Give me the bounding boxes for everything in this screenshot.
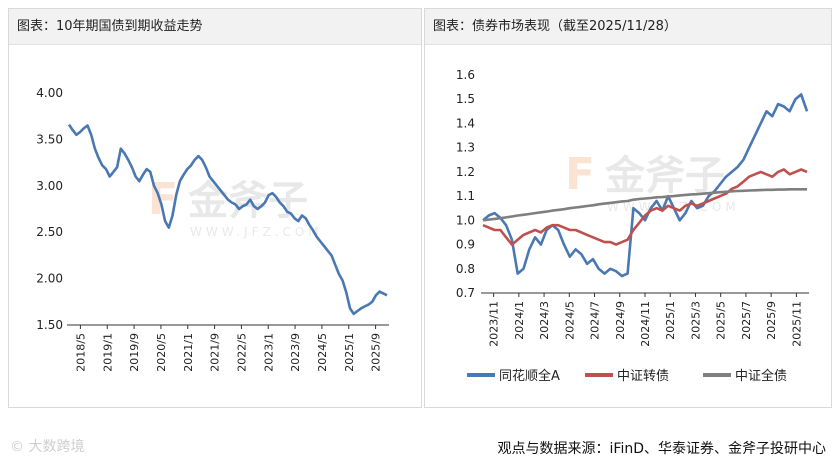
y-tick-label: 1.6 — [456, 68, 475, 82]
y-tick-label: 4.00 — [36, 86, 63, 100]
watermark-brand: 金斧子 — [604, 153, 725, 199]
x-tick-label: 2020/5 — [155, 333, 168, 372]
x-tick-label: 2024/9 — [614, 301, 627, 340]
series-line-1 — [482, 168, 808, 246]
x-tick-label: 2023/11 — [488, 301, 501, 347]
x-tick-label: 2024/3 — [538, 301, 551, 340]
x-tick-label: 2025/9 — [370, 333, 383, 372]
y-tick-label: 3.00 — [36, 179, 63, 193]
x-tick-label: 2024/7 — [589, 301, 602, 340]
y-tick-label: 1.2 — [456, 165, 475, 179]
legend-item: 中证转债 — [585, 369, 669, 384]
y-tick-label: 1.1 — [456, 189, 475, 203]
legend-label: 中证全债 — [735, 368, 787, 384]
x-tick-label: 2023/1 — [262, 333, 275, 372]
chart-panel-yield: 图表：10年期国债到期收益走势 F 金斧子 WWW.JFZ.COM 4.00 3.50 3… — [8, 8, 422, 408]
x-tick-label: 2019/1 — [101, 333, 114, 372]
series-line-2 — [482, 188, 807, 222]
x-tick-label: 2025/1 — [343, 333, 356, 372]
x-tick-label: 2025/3 — [689, 301, 702, 340]
x-tick-label: 2022/5 — [235, 333, 248, 372]
x-tick-label: 2025/5 — [715, 301, 728, 340]
footer-logo: © 大数跨境 — [10, 436, 84, 456]
watermark-logo-icon: F — [565, 149, 595, 200]
x-tick-label: 2021/1 — [182, 333, 195, 372]
x-tick-label: 2025/9 — [765, 301, 778, 340]
legend-item: 中证全债 — [703, 368, 787, 384]
x-tick-label: 2023/9 — [289, 333, 302, 372]
y-tick-label: 1.0 — [456, 213, 475, 227]
chart-legend: 同花顺全A 中证转债 中证全债 — [467, 368, 787, 384]
chart-title-bond-market: 图表：债券市场表现（截至2025/11/28） — [425, 9, 831, 45]
x-tick-label: 2024/5 — [563, 301, 576, 340]
series-line-0 — [482, 93, 809, 278]
legend-label: 同花顺全A — [499, 368, 560, 384]
logo-icon: © — [10, 439, 24, 455]
chart-title-yield: 图表：10年期国债到期收益走势 — [9, 9, 421, 45]
x-tick-label: 2024/5 — [316, 333, 329, 372]
y-tick-label: 1.5 — [456, 92, 475, 106]
y-tick-label: 2.00 — [36, 272, 63, 286]
x-tick-label: 2024/1 — [513, 301, 526, 340]
y-tick-label: 1.4 — [456, 116, 475, 130]
watermark-brand: 金斧子 — [187, 178, 308, 224]
watermark-url: WWW.JFZ.COM — [190, 225, 323, 239]
y-tick-label: 0.8 — [456, 262, 475, 276]
x-tick-label: 2018/5 — [74, 333, 87, 372]
logo-text: 大数跨境 — [28, 439, 85, 455]
y-tick-label: 3.50 — [36, 132, 63, 146]
legend-label: 中证转债 — [617, 369, 669, 384]
y-tick-label: 1.3 — [456, 141, 475, 155]
legend-item: 同花顺全A — [467, 368, 560, 384]
y-tick-label: 0.9 — [456, 238, 475, 252]
chart-panel-bond-market: 图表：债券市场表现（截至2025/11/28） F 金斧子 WWW.JFZ.COM 1… — [424, 8, 832, 408]
y-tick-label: 0.7 — [456, 286, 475, 300]
x-tick-label: 2019/9 — [128, 333, 141, 372]
y-tick-label: 2.50 — [36, 225, 63, 239]
data-source-note: 观点与数据来源：iFinD、华泰证券、金斧子投研中心 — [497, 441, 826, 457]
x-tick-label: 2025/7 — [740, 301, 753, 340]
y-tick-label: 1.50 — [36, 318, 63, 332]
x-tick-label: 2025/1 — [664, 301, 677, 340]
series-line-0 — [67, 123, 388, 316]
x-tick-label: 2024/11 — [639, 301, 652, 347]
x-tick-label: 2021/9 — [209, 333, 222, 372]
x-tick-label: 2025/11 — [790, 301, 803, 347]
